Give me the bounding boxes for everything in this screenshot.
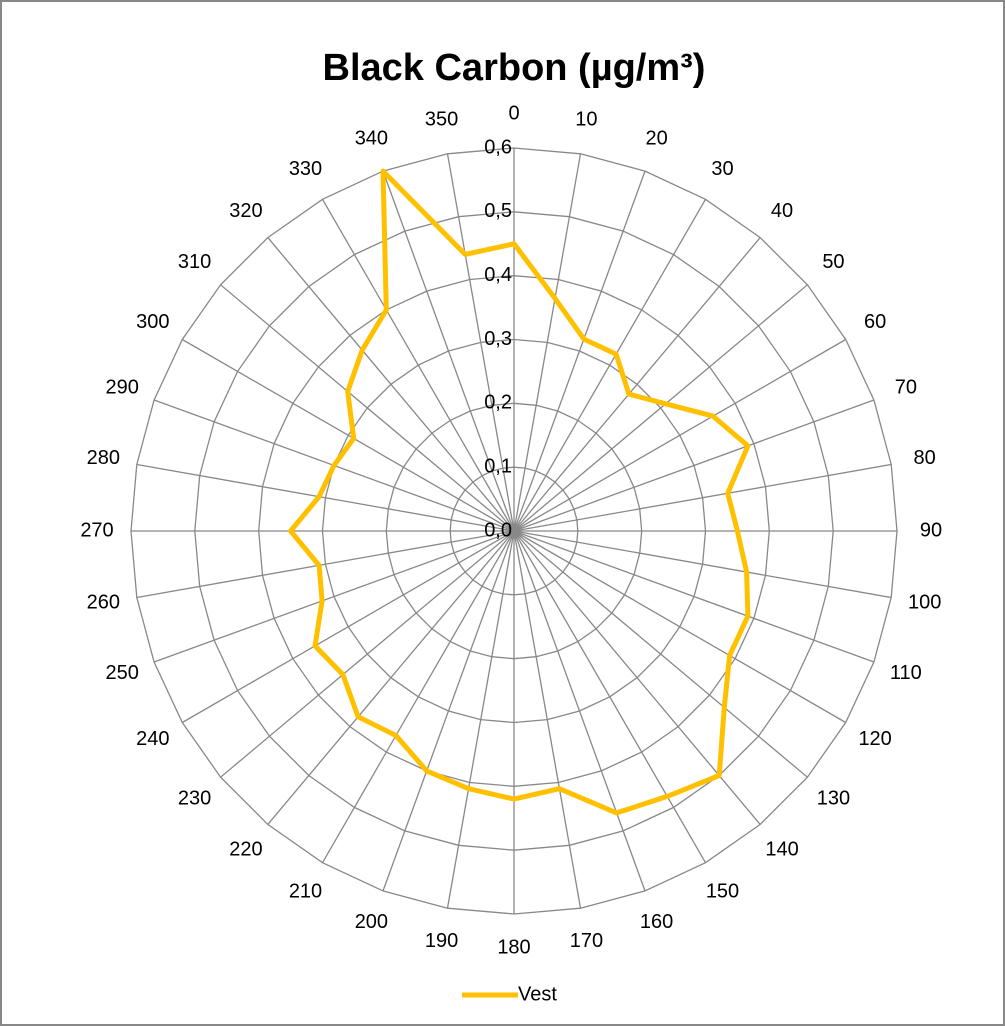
- spoke: [446, 153, 515, 532]
- angle-label: 310: [178, 251, 211, 273]
- chart-title: Black Carbon (µg/m³): [323, 47, 706, 89]
- angle-label: 190: [425, 930, 458, 952]
- spoke: [267, 237, 515, 532]
- spoke: [513, 284, 808, 532]
- spoke: [153, 530, 515, 663]
- r-tick-label: 0,3: [484, 328, 512, 350]
- angle-label: 30: [711, 158, 733, 180]
- angle-label: 180: [497, 936, 530, 958]
- angle-label: 110: [890, 662, 922, 684]
- spoke: [513, 530, 808, 778]
- spoke: [513, 530, 582, 909]
- angle-label: 280: [87, 447, 120, 469]
- angle-label: 70: [895, 377, 917, 399]
- angle-label: 200: [355, 911, 388, 933]
- spoke: [513, 463, 892, 532]
- angle-label: 100: [908, 592, 941, 614]
- angle-label: 0: [508, 102, 519, 124]
- spoke: [181, 338, 515, 532]
- r-tick-label: 0,0: [484, 519, 512, 541]
- angle-label: 60: [864, 311, 886, 333]
- angle-label: 240: [136, 728, 169, 750]
- spoke: [321, 198, 515, 532]
- r-tick-label: 0,1: [484, 455, 512, 477]
- legend-label: Vest: [518, 983, 557, 1005]
- spoke: [513, 530, 875, 663]
- angle-label: 330: [289, 158, 322, 180]
- angle-label: 260: [87, 592, 120, 614]
- angle-label: 290: [105, 377, 138, 399]
- spoke: [382, 530, 515, 892]
- angle-label: 230: [178, 787, 211, 809]
- spoke: [513, 530, 847, 724]
- angle-label: 210: [289, 880, 322, 902]
- spoke: [513, 399, 875, 532]
- angle-label: 170: [570, 930, 603, 952]
- spoke: [321, 530, 515, 864]
- spoke: [181, 530, 515, 724]
- angle-label: 340: [355, 127, 388, 149]
- spoke: [513, 530, 646, 892]
- angle-label: 140: [765, 839, 798, 861]
- series-line: [288, 168, 751, 816]
- angle-label: 40: [771, 200, 793, 222]
- r-tick-label: 0,5: [484, 200, 512, 222]
- angle-label: 320: [229, 200, 262, 222]
- spoke: [513, 170, 646, 532]
- r-tick-label: 0,4: [484, 264, 512, 286]
- angle-label: 90: [920, 519, 942, 541]
- spoke: [513, 530, 707, 864]
- spoke: [513, 237, 761, 532]
- spoke: [513, 153, 582, 532]
- angle-label: 270: [80, 519, 113, 541]
- spoke: [446, 530, 515, 909]
- spoke: [220, 530, 515, 778]
- r-tick-label: 0,2: [484, 392, 512, 414]
- angle-label: 220: [229, 839, 262, 861]
- spoke: [136, 530, 515, 599]
- spoke: [267, 530, 515, 825]
- spoke: [513, 198, 707, 532]
- angle-label: 120: [858, 728, 891, 750]
- angle-label: 160: [640, 911, 673, 933]
- spoke: [382, 170, 515, 532]
- angle-label: 150: [706, 880, 739, 902]
- angle-label: 300: [136, 311, 169, 333]
- spoke: [513, 338, 847, 532]
- angle-label: 80: [914, 447, 936, 469]
- spoke: [136, 463, 515, 532]
- spoke: [513, 530, 892, 599]
- r-tick-label: 0,6: [484, 136, 512, 158]
- spoke: [220, 284, 515, 532]
- angle-label: 10: [575, 109, 597, 131]
- angle-label: 250: [105, 662, 138, 684]
- angle-label: 130: [817, 787, 850, 809]
- angle-label: 350: [425, 109, 458, 131]
- angle-label: 20: [645, 127, 667, 149]
- angle-label: 50: [822, 251, 844, 273]
